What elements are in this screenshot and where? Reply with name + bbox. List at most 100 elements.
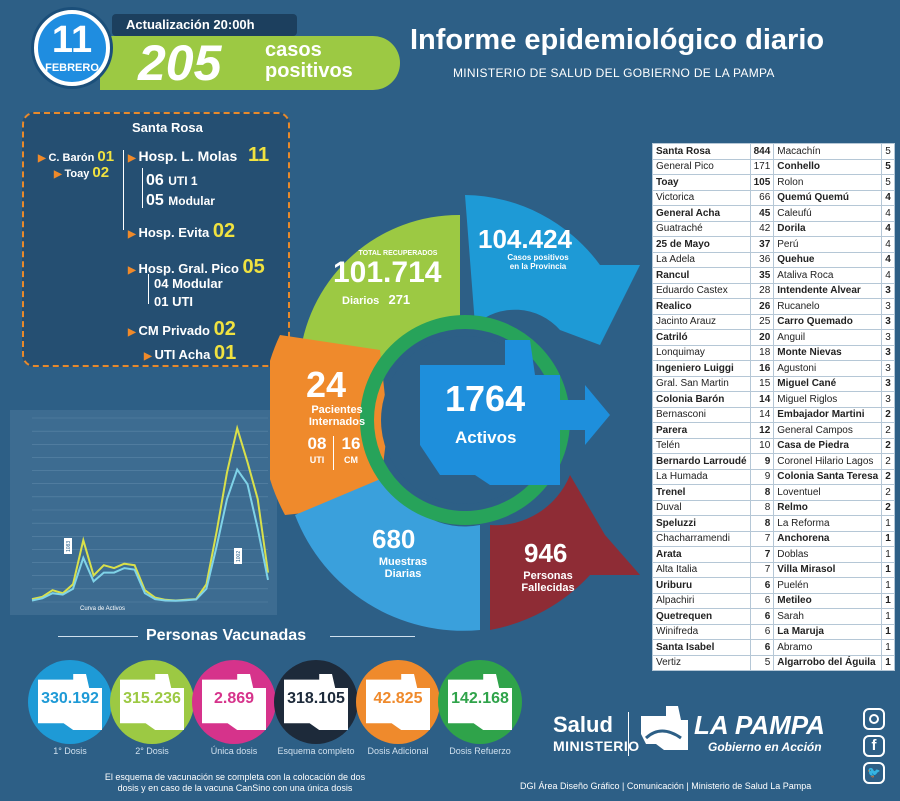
locality-count: 105 xyxy=(749,174,775,191)
triangle-icon: ▶ xyxy=(128,229,139,240)
locality-name: Loventuel xyxy=(773,484,883,501)
locality-count: 28 xyxy=(749,282,775,299)
vaccination-note: El esquema de vacunación se completa con… xyxy=(104,772,366,793)
table-row: Arata 7 Doblas 1 xyxy=(652,546,895,563)
locality-count: 7 xyxy=(749,546,775,563)
province-map-icon xyxy=(420,340,560,485)
instagram-icon[interactable] xyxy=(863,708,885,730)
locality-count: 4 xyxy=(881,220,895,237)
vaccine-badge: 42.825 xyxy=(356,660,440,744)
locality-count: 2 xyxy=(881,499,895,516)
table-row: General Acha 45 Caleufú 4 xyxy=(652,205,895,222)
locality-count: 844 xyxy=(749,143,775,160)
table-row: Lonquimay 18 Monte Nievas 3 xyxy=(652,344,895,361)
baron-row: ▶ C. Barón 01 xyxy=(38,148,115,165)
table-row: Alpachiri 6 Metileo 1 xyxy=(652,592,895,609)
table-row: Gral. San Martin 15 Miguel Cané 3 xyxy=(652,375,895,392)
locality-name: La Humada xyxy=(652,468,751,485)
facebook-icon[interactable]: f xyxy=(863,735,885,757)
table-row: Santa Rosa 844 Macachín 5 xyxy=(652,143,895,160)
data-label-box xyxy=(234,548,242,564)
locality-count: 3 xyxy=(881,298,895,315)
locality-count: 4 xyxy=(881,267,895,284)
locality-name: La Maruja xyxy=(773,623,883,640)
locality-name: Rancul xyxy=(652,267,751,284)
samples-segment xyxy=(295,475,480,631)
table-row: Duval 8 Relmo 2 xyxy=(652,499,895,516)
table-row: Santa Isabel 6 Abramo 1 xyxy=(652,639,895,656)
locality-name: Coronel Hilario Lagos xyxy=(773,453,883,470)
evita-row: ▶ Hosp. Evita 02 xyxy=(128,220,236,242)
locality-count: 18 xyxy=(749,344,775,361)
recovered-segment xyxy=(300,214,460,375)
locality-count: 2 xyxy=(881,453,895,470)
locality-name: Chacharramendi xyxy=(652,530,751,547)
vaccine-label: Dosis Adicional xyxy=(367,746,429,756)
locality-name: Parera xyxy=(652,422,751,439)
locality-count: 2 xyxy=(881,422,895,439)
locality-name: Monte Nievas xyxy=(773,344,883,361)
locality-name: Caleufú xyxy=(773,205,883,222)
table-row: General Pico 171 Conhello 5 xyxy=(652,158,895,175)
deaths-segment xyxy=(490,475,640,630)
locality-count: 5 xyxy=(881,174,895,191)
vaccine-value: 42.825 xyxy=(373,690,423,707)
vaccine-label: 1° Dosis xyxy=(53,746,87,756)
date-day: 11 xyxy=(51,19,93,61)
footer-credit: DGI Área Diseño Gráfico | Comunicación |… xyxy=(520,781,812,791)
locality-name: Lonquimay xyxy=(652,344,751,361)
locality-name: Toay xyxy=(652,174,751,191)
locality-name: Colonia Barón xyxy=(652,391,751,408)
deaths-value: 946 xyxy=(524,538,568,568)
recovered-value: 101.714 xyxy=(333,256,442,289)
table-row: Bernasconi 14 Embajador Martini 2 xyxy=(652,406,895,423)
triangle-icon: ▶ xyxy=(128,265,139,276)
locality-count: 171 xyxy=(749,158,775,175)
vaccine-label: Dosis Refuerzo xyxy=(449,746,511,756)
locality-count: 9 xyxy=(749,468,775,485)
locality-name: Rolon xyxy=(773,174,883,191)
positives-segment xyxy=(465,195,640,345)
date-badge: 11 FEBRERO xyxy=(34,10,110,86)
table-row: Uriburu 6 Puelén 1 xyxy=(652,577,895,594)
triangle-icon: ▶ xyxy=(54,169,65,180)
locality-count: 1 xyxy=(881,592,895,609)
locality-count: 1 xyxy=(881,515,895,532)
triangle-icon: ▶ xyxy=(38,153,49,164)
acha-row: ▶ UTI Acha 01 xyxy=(144,342,237,364)
deaths-label: Personas Fallecidas xyxy=(521,570,575,594)
santa-rosa-title: Santa Rosa xyxy=(132,120,203,135)
locality-name: Embajador Martini xyxy=(773,406,883,423)
table-row: Parera 12 General Campos 2 xyxy=(652,422,895,439)
vaccine-value: 142.168 xyxy=(451,690,509,707)
locality-name: Algarrobo del Águila xyxy=(773,654,883,671)
locality-count: 20 xyxy=(749,329,775,346)
triangle-icon: ▶ xyxy=(144,351,155,362)
series-line xyxy=(31,424,269,602)
table-row: Rancul 35 Ataliva Roca 4 xyxy=(652,267,895,284)
locality-name: General Acha xyxy=(652,205,751,222)
twitter-icon[interactable]: 🐦 xyxy=(863,762,885,784)
vaccine-badge: 330.192 xyxy=(28,660,112,744)
locality-name: Gral. San Martin xyxy=(652,375,751,392)
cases-number: 205 xyxy=(138,35,222,91)
locality-count: 3 xyxy=(881,329,895,346)
locality-count: 6 xyxy=(749,623,775,640)
ministerio-logo: MINISTERIO xyxy=(553,738,640,754)
locality-name: Villa Mirasol xyxy=(773,561,883,578)
locality-name: Speluzzi xyxy=(652,515,751,532)
locality-name: La Adela xyxy=(652,251,751,268)
locality-name: Relmo xyxy=(773,499,883,516)
locality-count: 66 xyxy=(749,189,775,206)
table-row: 25 de Mayo 37 Perú 4 xyxy=(652,236,895,253)
triangle-icon: ▶ xyxy=(128,153,139,164)
molas-row: ▶ Hosp. L. Molas xyxy=(128,148,238,164)
locality-name: Casa de Piedra xyxy=(773,437,883,454)
locality-name: Uriburu xyxy=(652,577,751,594)
locality-name: Metileo xyxy=(773,592,883,609)
locality-count: 12 xyxy=(749,422,775,439)
page-subtitle: MINISTERIO DE SALUD DEL GOBIERNO DE LA P… xyxy=(453,66,775,80)
locality-name: Anchorena xyxy=(773,530,883,547)
page-title: Informe epidemiológico diario xyxy=(410,24,825,56)
locality-count: 1 xyxy=(881,561,895,578)
